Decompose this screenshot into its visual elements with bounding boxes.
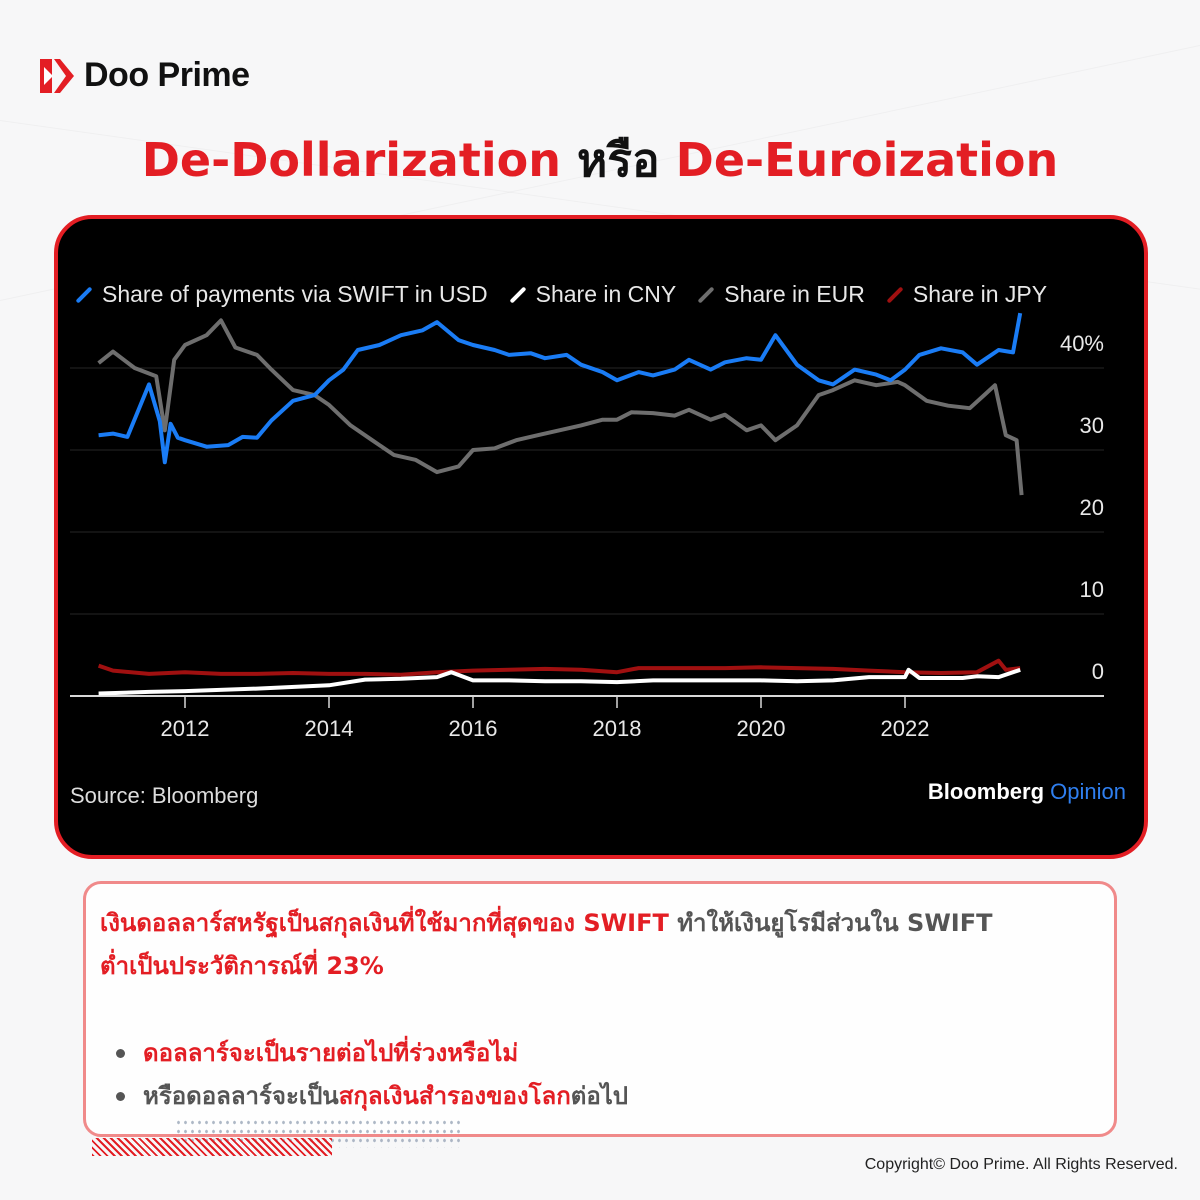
y-tick-label: 30 [1079, 413, 1104, 438]
x-tick-label: 2022 [880, 716, 930, 741]
stripe-decoration [92, 1138, 332, 1156]
y-tick-label: 20 [1079, 495, 1104, 520]
legend-swatch [509, 286, 527, 303]
y-tick-label: 10 [1079, 577, 1104, 602]
chart-card: Share of payments via SWIFT in USD Share… [54, 215, 1148, 859]
list-item: ดอลลาร์จะเป็นรายต่อไปที่ร่วงหรือไม่ [116, 1032, 628, 1075]
x-tick-label: 2012 [160, 716, 210, 741]
x-tick-label: 2018 [592, 716, 642, 741]
title-part-2: หรือ [576, 133, 660, 187]
legend-label: Share in EUR [724, 281, 865, 307]
series-line-eur [97, 318, 1024, 496]
doo-prime-logo-icon [40, 58, 74, 93]
summary-text-red: เงินดอลลาร์สหรัฐเป็นสกุลเงินที่ใช้มากที่… [100, 909, 678, 937]
bloomberg-opinion-logo: Bloomberg Opinion [928, 779, 1126, 805]
legend-item-usd: Share of payments via SWIFT in USD [74, 281, 488, 308]
page-title: De-Dollarization หรือ De-Euroization [0, 124, 1200, 197]
list-item: หรือดอลลาร์จะเป็นสกุลเงินสำรองของโลกต่อไ… [116, 1075, 628, 1118]
legend-swatch [697, 286, 715, 303]
bullet-icon [116, 1049, 125, 1058]
question-list: ดอลลาร์จะเป็นรายต่อไปที่ร่วงหรือไม่ หรือ… [116, 1032, 628, 1118]
legend-item-eur: Share in EUR [696, 281, 865, 308]
legend-item-cny: Share in CNY [508, 281, 677, 308]
summary-text-red: ต่ำเป็นประวัติการณ์ที่ 23% [100, 952, 384, 980]
x-tick-label: 2014 [304, 716, 354, 741]
legend-item-jpy: Share in JPY [885, 281, 1047, 308]
bullet-text: ต่อไป [570, 1082, 629, 1110]
x-tick-label: 2016 [448, 716, 498, 741]
summary-box: เงินดอลลาร์สหรัฐเป็นสกุลเงินที่ใช้มากที่… [83, 881, 1117, 1137]
bullet-icon [116, 1092, 125, 1101]
chart-legend: Share of payments via SWIFT in USD Share… [74, 281, 1047, 308]
y-tick-label: 40% [1059, 331, 1104, 356]
summary-text-grey: ทำให้เงินยูโรมีส่วนใน SWIFT [677, 909, 993, 937]
summary-paragraph: เงินดอลลาร์สหรัฐเป็นสกุลเงินที่ใช้มากที่… [100, 902, 1094, 988]
bullet-text: หรือดอลลาร์จะเป็น [143, 1082, 339, 1110]
series-line-cny [98, 667, 1021, 696]
y-tick-label: 0 [1091, 659, 1104, 684]
bullet-text-highlight: สกุลเงินสำรองของโลก [338, 1082, 571, 1110]
line-chart [70, 312, 1104, 708]
series-line-usd [98, 312, 1023, 465]
legend-swatch [75, 286, 93, 303]
brand-main: Bloomberg [927, 779, 1045, 804]
legend-label: Share in JPY [912, 281, 1048, 307]
copyright: Copyright© Doo Prime. All Rights Reserve… [864, 1156, 1178, 1173]
series-line-jpy [97, 658, 1021, 677]
legend-label: Share of payments via SWIFT in USD [102, 281, 488, 307]
logo: Doo Prime [40, 56, 250, 95]
legend-label: Share in CNY [535, 281, 677, 307]
brand-accent: Opinion [1050, 779, 1126, 804]
logo-text: Doo Prime [84, 56, 250, 94]
bullet-text: ดอลลาร์จะเป็นรายต่อไปที่ร่วงหรือไม่ [143, 1039, 519, 1067]
title-part-1: De-Dollarization [141, 133, 561, 187]
title-part-3: De-Euroization [675, 133, 1059, 187]
chart-source: Source: Bloomberg [70, 783, 259, 808]
x-tick-label: 2020 [736, 716, 786, 741]
legend-swatch [886, 286, 904, 303]
